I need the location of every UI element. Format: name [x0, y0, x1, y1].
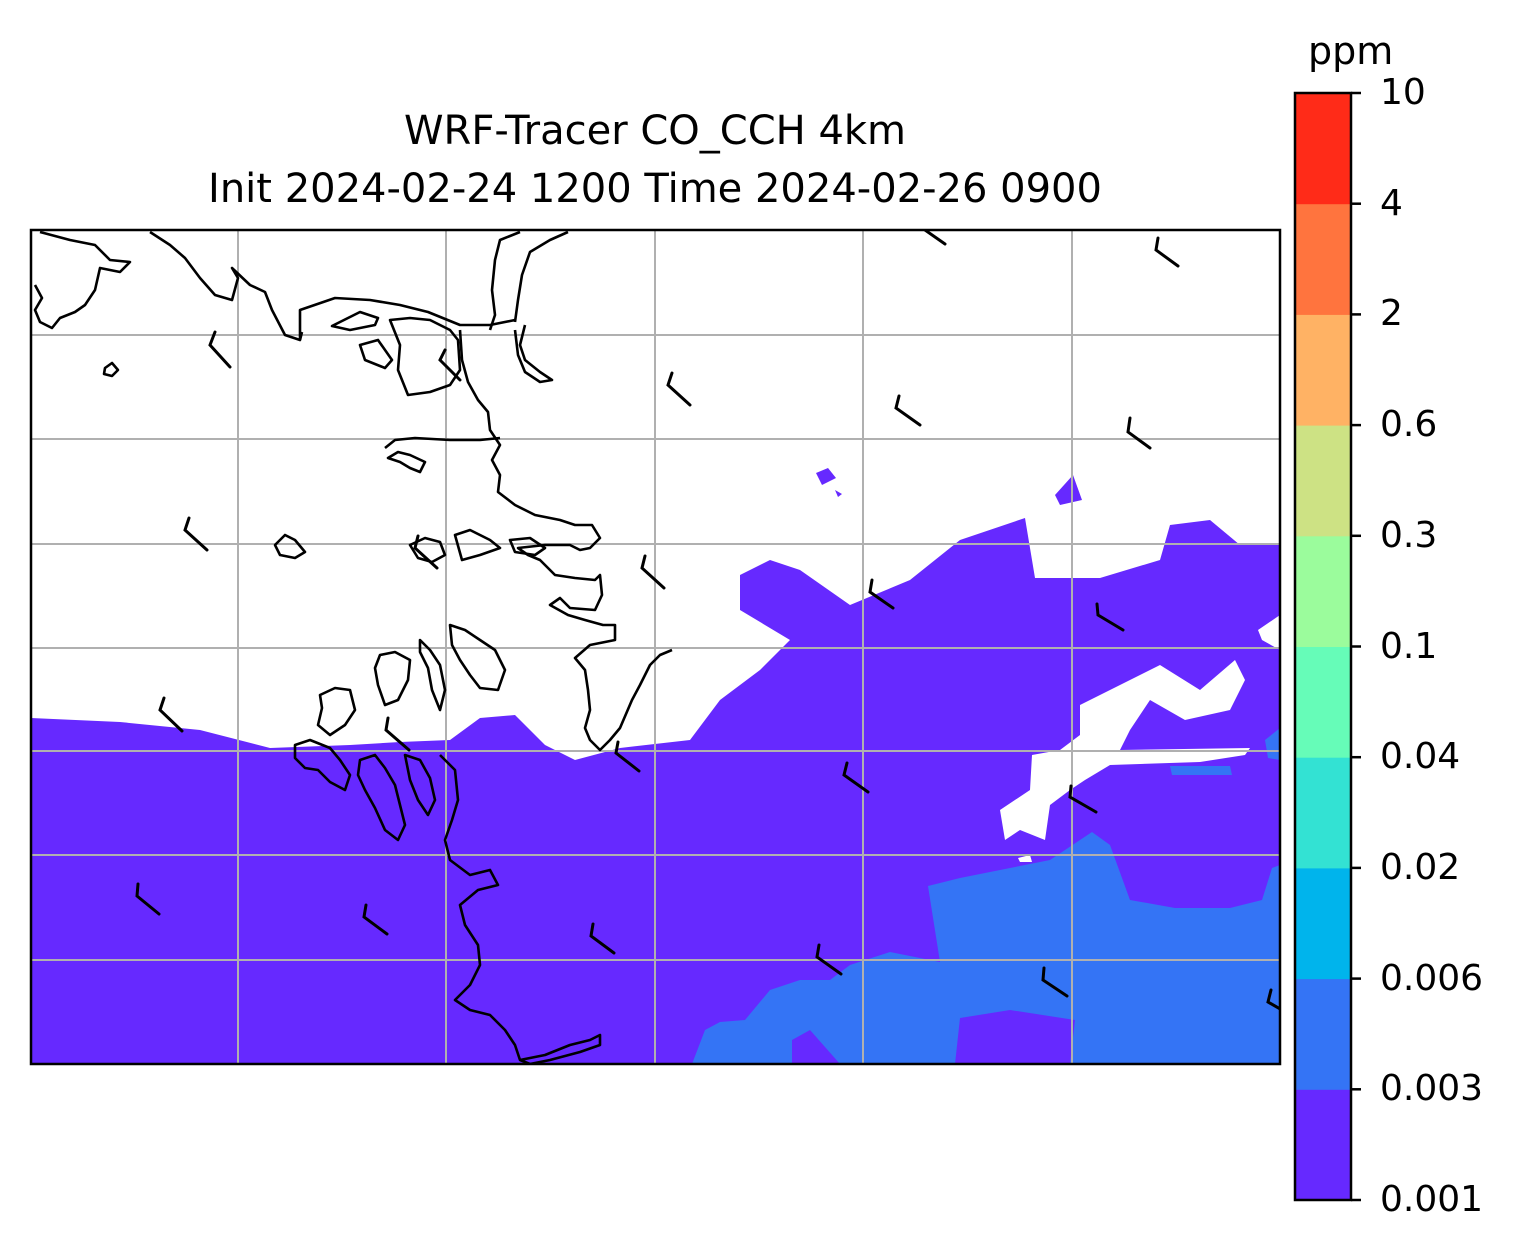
colorbar-tick-label: 10	[1380, 72, 1426, 113]
colorbar-tick-label: 0.001	[1380, 1179, 1484, 1220]
colorbar-segment	[1295, 1089, 1351, 1201]
map-title-line1: WRF-Tracer CO_CCH 4km	[403, 108, 907, 154]
concentration-patch	[816, 468, 836, 485]
colorbar-tick-label: 0.6	[1380, 404, 1438, 446]
concentration-gap	[1258, 615, 1280, 650]
coastlines	[33, 230, 673, 1064]
map-title-line2: Init 2024-02-24 1200 Time 2024-02-26 090…	[208, 166, 1102, 212]
gridlines	[31, 230, 1280, 1064]
concentration-region-low	[692, 832, 1280, 1064]
colorbar-segment	[1295, 314, 1351, 426]
colorbar-tick-label: 0.04	[1380, 736, 1461, 778]
concentration-patch	[1170, 766, 1232, 775]
colorbar-segment	[1295, 535, 1351, 647]
colorbar-segment	[1295, 867, 1351, 980]
colorbar-tick-label: 0.006	[1380, 957, 1484, 999]
wind-barbs	[135, 230, 1280, 1011]
concentration-gap	[1018, 855, 1032, 862]
colorbar	[1295, 93, 1351, 1201]
colorbar-tick-label: 4	[1380, 182, 1403, 224]
colorbar-tick-label: 0.003	[1380, 1068, 1484, 1110]
map-frame	[29, 228, 1282, 1066]
colorbar-unit-label: ppm	[1308, 29, 1394, 73]
concentration-patch	[1055, 475, 1082, 505]
map-area	[31, 230, 1280, 1064]
colorbar-segment	[1295, 203, 1351, 315]
colorbar-segment	[1295, 757, 1351, 869]
colorbar-ticks	[1351, 91, 1361, 1202]
colorbar-tick-label: 2	[1380, 293, 1403, 335]
colorbar-tick-label: 0.02	[1380, 846, 1461, 888]
colorbar-segment	[1295, 978, 1351, 1090]
colorbar-tick-label: 0.1	[1380, 625, 1438, 667]
colorbar-segment	[1295, 646, 1351, 758]
colorbar-segment	[1295, 425, 1351, 537]
concentration-patch	[835, 490, 842, 497]
colorbar-segment	[1295, 93, 1351, 205]
colorbar-tick-label: 0.3	[1380, 514, 1438, 556]
